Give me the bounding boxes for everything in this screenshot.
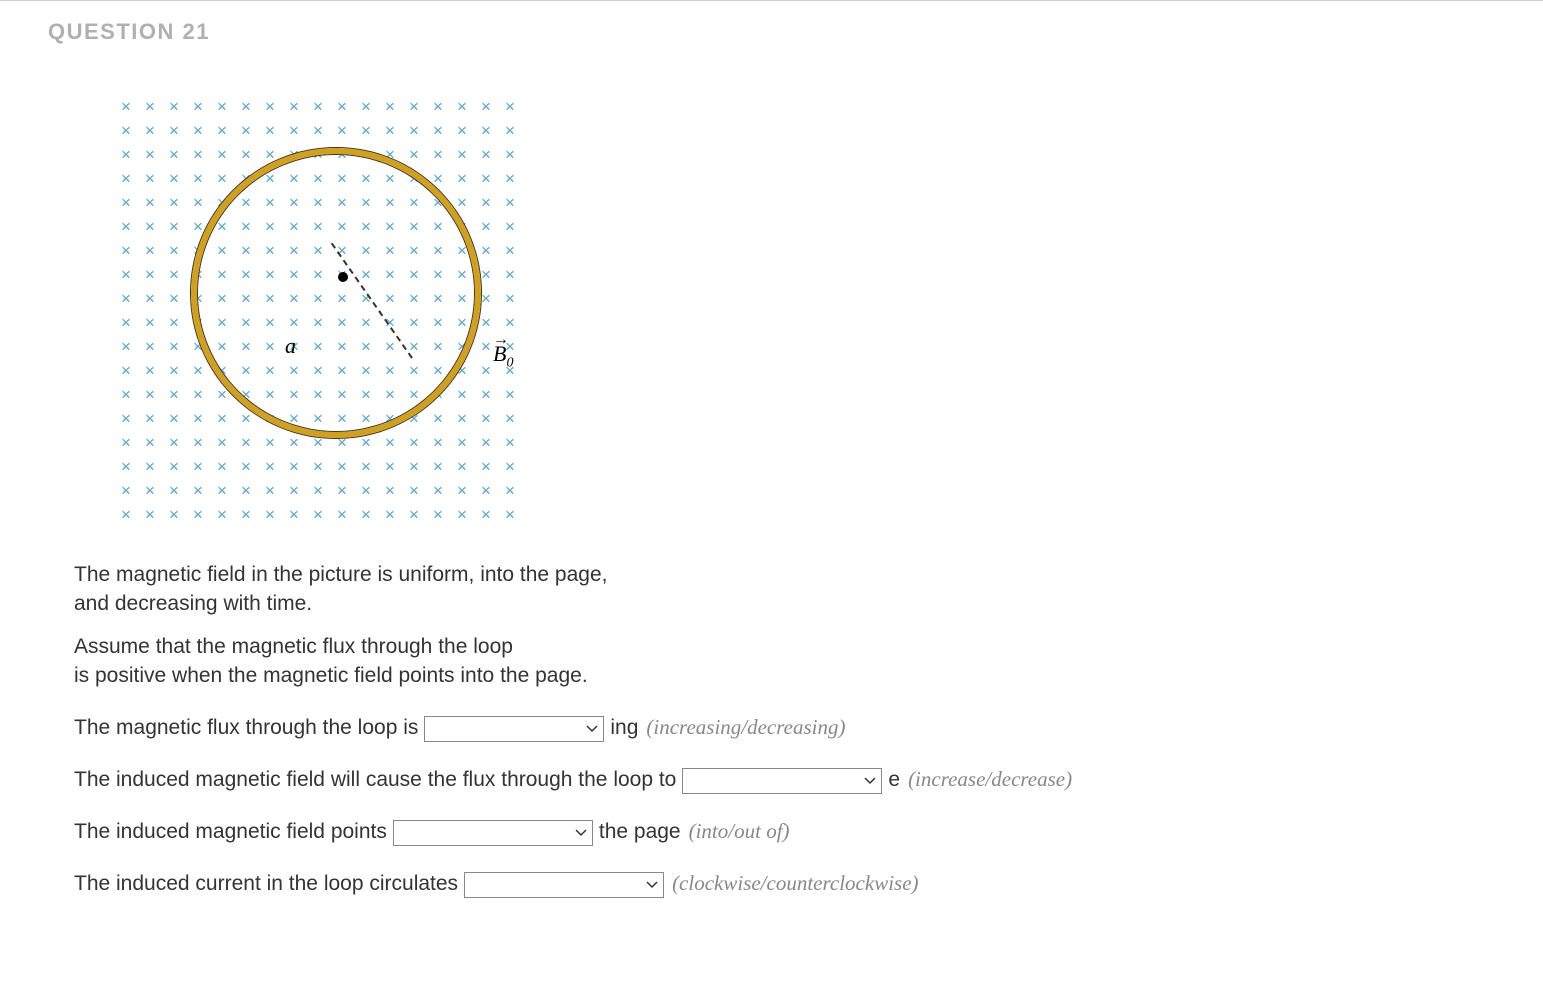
question-text-block: The magnetic field in the picture is uni… <box>74 561 1274 899</box>
intro-text: The magnetic field in the picture is uni… <box>74 561 1274 619</box>
statement-2: The induced magnetic field will cause th… <box>74 765 1274 795</box>
vector-arrow-icon: → <box>493 331 509 349</box>
stmt1-hint: (increasing/decreasing) <box>646 713 845 742</box>
stmt4-hint: (clockwise/counterclockwise) <box>672 869 918 898</box>
stmt2-pre: The induced magnetic field will cause th… <box>74 766 676 795</box>
field-direction-select[interactable] <box>393 820 593 846</box>
stmt2-post: e <box>888 766 900 795</box>
stmt4-pre: The induced current in the loop circulat… <box>74 870 458 899</box>
conducting-loop-ring <box>191 148 481 438</box>
stmt3-hint: (into/out of) <box>689 817 790 846</box>
magnetic-field-diagram: ××××××××××××××××××××××××××××××××××××××××… <box>74 95 544 525</box>
question-header: QUESTION 21 <box>0 1 1543 45</box>
question-container: QUESTION 21 ××××××××××××××××××××××××××××… <box>0 0 1543 993</box>
assume-line-2: is positive when the magnetic field poin… <box>74 664 588 687</box>
intro-line-1: The magnetic field in the picture is uni… <box>74 563 607 586</box>
statement-4: The induced current in the loop circulat… <box>74 869 1274 899</box>
intro-line-2: and decreasing with time. <box>74 592 312 615</box>
statement-3: The induced magnetic field points the pa… <box>74 817 1274 847</box>
stmt3-pre: The induced magnetic field points <box>74 818 387 847</box>
current-direction-select[interactable] <box>464 872 664 898</box>
assume-line-1: Assume that the magnetic flux through th… <box>74 635 513 658</box>
radius-label: a <box>285 333 296 359</box>
induced-flux-select[interactable] <box>682 768 882 794</box>
stmt2-hint: (increase/decrease) <box>908 765 1072 794</box>
b-subscript: 0 <box>506 355 513 370</box>
question-content: ××××××××××××××××××××××××××××××××××××××××… <box>0 45 1543 899</box>
stmt3-post: the page <box>599 818 681 847</box>
field-b0-label: → B0 <box>493 341 513 371</box>
statement-1: The magnetic flux through the loop is in… <box>74 713 1274 743</box>
flux-change-select[interactable] <box>424 716 604 742</box>
assumption-text: Assume that the magnetic flux through th… <box>74 633 1274 691</box>
stmt1-post: ing <box>610 714 638 743</box>
loop-center-dot <box>338 272 348 282</box>
stmt1-pre: The magnetic flux through the loop is <box>74 714 418 743</box>
